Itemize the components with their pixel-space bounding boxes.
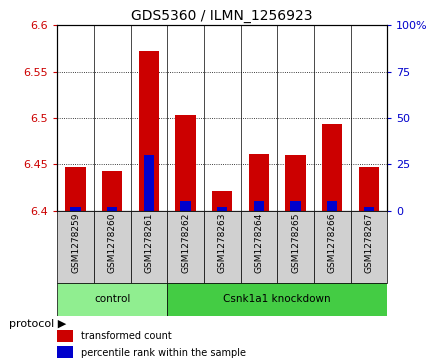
Text: GSM1278266: GSM1278266 bbox=[328, 213, 337, 273]
Bar bbox=[57, 283, 167, 316]
Text: GSM1278259: GSM1278259 bbox=[71, 213, 80, 273]
Text: GSM1278262: GSM1278262 bbox=[181, 213, 190, 273]
Text: GSM1278260: GSM1278260 bbox=[108, 213, 117, 273]
Bar bbox=[131, 211, 167, 283]
Bar bbox=[107, 207, 117, 211]
Bar bbox=[57, 211, 94, 283]
Bar bbox=[57, 346, 73, 358]
Bar bbox=[102, 171, 122, 211]
Bar bbox=[167, 211, 204, 283]
Text: GSM1278265: GSM1278265 bbox=[291, 213, 300, 273]
Bar bbox=[70, 207, 81, 211]
Bar bbox=[176, 115, 196, 211]
Bar bbox=[144, 155, 154, 211]
Bar bbox=[327, 201, 337, 211]
Bar bbox=[314, 211, 351, 283]
Text: transformed count: transformed count bbox=[81, 331, 172, 341]
Bar bbox=[167, 283, 387, 316]
Bar bbox=[241, 211, 277, 283]
Bar bbox=[139, 51, 159, 211]
Bar bbox=[364, 207, 374, 211]
Text: protocol ▶: protocol ▶ bbox=[9, 319, 66, 329]
Bar bbox=[359, 167, 379, 211]
Bar bbox=[204, 211, 241, 283]
Bar bbox=[290, 201, 301, 211]
Bar bbox=[249, 154, 269, 211]
Text: percentile rank within the sample: percentile rank within the sample bbox=[81, 348, 246, 358]
Bar bbox=[351, 211, 387, 283]
Text: GSM1278263: GSM1278263 bbox=[218, 213, 227, 273]
Bar bbox=[217, 207, 227, 211]
Text: control: control bbox=[94, 294, 130, 305]
Bar bbox=[212, 191, 232, 211]
Text: GSM1278264: GSM1278264 bbox=[254, 213, 264, 273]
Bar bbox=[66, 167, 86, 211]
Bar bbox=[277, 211, 314, 283]
Text: GSM1278261: GSM1278261 bbox=[144, 213, 154, 273]
Text: GSM1278267: GSM1278267 bbox=[364, 213, 374, 273]
Bar bbox=[254, 201, 264, 211]
Bar bbox=[322, 125, 342, 211]
Title: GDS5360 / ILMN_1256923: GDS5360 / ILMN_1256923 bbox=[132, 9, 313, 23]
Bar bbox=[180, 201, 191, 211]
Bar bbox=[94, 211, 131, 283]
Text: Csnk1a1 knockdown: Csnk1a1 knockdown bbox=[224, 294, 331, 305]
Bar bbox=[57, 330, 73, 342]
Bar bbox=[286, 155, 306, 211]
